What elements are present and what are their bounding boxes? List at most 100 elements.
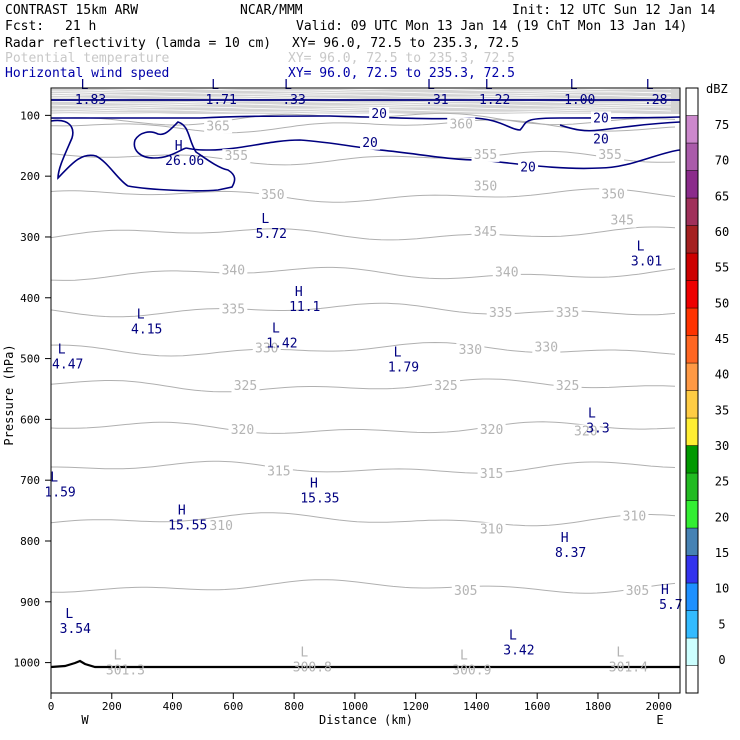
theta-label: 350 <box>261 188 284 203</box>
plot-area: 305 305 310 310 310 315 315 320 320 320 325 325 325 3… <box>44 78 683 694</box>
theta-label-bg <box>219 302 248 317</box>
theta-label: 325 <box>234 379 257 394</box>
colorbar-level-label: 45 <box>715 332 729 346</box>
wind-extremum-value: 1.83 <box>75 93 106 108</box>
theta-label-bg <box>204 119 233 134</box>
theta-label-bg <box>219 263 248 278</box>
wind-20-contour-1 <box>185 139 681 170</box>
theta-contour-350 <box>50 188 676 203</box>
wind-extremum-value: 1.79 <box>388 361 419 376</box>
theta-label: 365 <box>206 119 229 134</box>
colorbar-level-label: 75 <box>715 118 729 132</box>
wind-extremum-type: L <box>272 321 280 336</box>
wind-extremum-type: L <box>261 212 269 227</box>
colorbar-segment <box>685 555 699 584</box>
theta-labels: 305 305 310 310 310 315 315 320 320 320 325 325 325 3… <box>204 117 652 599</box>
x-tick-label: 800 <box>284 700 304 713</box>
east-label: E <box>656 713 663 727</box>
wind-extremum-type: L <box>50 470 58 485</box>
theta-label-bg <box>456 343 485 358</box>
y-tick-label: 300 <box>20 231 40 244</box>
y-tick-label: 1000 <box>14 657 41 670</box>
wind-extremum-value: 15.35 <box>300 491 339 506</box>
wind-20-contour-0 <box>50 119 236 192</box>
colorbar-level-label: 70 <box>715 154 729 168</box>
wind-extremum-type: H <box>295 285 303 300</box>
colorbar-level-label: 5 <box>718 617 725 631</box>
theta-label: 325 <box>556 379 579 394</box>
wind-extremum-value: 3.42 <box>503 643 534 658</box>
forecast-label: Fcst: <box>5 19 44 34</box>
wind-label-bg <box>518 160 539 175</box>
theta-extremum-value: 300.8 <box>293 661 332 676</box>
theta-label-bg <box>623 583 652 598</box>
reflectivity-colorbar: 0 5 10 15 20 25 30 35 40 45 50 55 60 65 70 75 <box>685 87 729 694</box>
y-tick-label: 400 <box>20 292 40 305</box>
wind-contour-label: 20 <box>593 111 609 126</box>
theta-label-bg <box>252 341 281 356</box>
theta-label: 310 <box>623 510 646 525</box>
wind-labels: 20 20 20 20 20 <box>360 107 611 176</box>
wind-extremum-type: H <box>178 504 186 519</box>
theta-label-bg <box>553 378 582 393</box>
theta-contour-305 <box>51 579 676 594</box>
colorbar-level-label: 40 <box>715 368 729 382</box>
theta-contour-310 <box>50 512 676 527</box>
theta-label: 320 <box>231 423 254 438</box>
wind-20-contour-2 <box>51 115 681 131</box>
colorbar-level-label: 65 <box>715 189 729 203</box>
terrain-line <box>50 659 680 669</box>
colorbar-level-label: 0 <box>718 653 725 667</box>
wind-extremum-type: H <box>310 476 318 491</box>
theta-dense-line <box>50 109 672 113</box>
theta-label: 335 <box>489 306 512 321</box>
wind-extremum-value: 1.71 <box>206 93 237 108</box>
wind-contour-label: 20 <box>362 136 378 151</box>
theta-label-bg <box>447 117 476 132</box>
wind-extremum-value: 1.42 <box>266 336 297 351</box>
theta-label-bg <box>596 147 625 162</box>
terrain-surface <box>50 659 680 669</box>
x-tick-label: 2000 <box>645 700 672 713</box>
colorbar-segment <box>685 445 699 474</box>
wind-extremum-value: 1.22 <box>479 93 510 108</box>
theta-contour-330 <box>50 341 676 357</box>
theta-label: 310 <box>480 522 503 537</box>
colorbar-level-label: 20 <box>715 510 729 524</box>
colorbar-level-label: 10 <box>715 582 729 596</box>
theta-label: 345 <box>611 214 634 229</box>
wind-extremum-value: 3.54 <box>60 622 91 637</box>
theta-contour-340 <box>50 266 676 281</box>
wind-extremum-value: 3.01 <box>631 254 662 269</box>
wind-contour-label: 20 <box>371 107 387 122</box>
colorbar-segment <box>685 307 699 336</box>
wind-extremum-type: L <box>485 78 493 93</box>
theta-extremum-type: L <box>300 646 308 661</box>
theta-label-bg <box>477 522 506 537</box>
x-tick-label: 400 <box>163 700 183 713</box>
x-axis: 0 200 400 600 800 1000 1200 1400 1600 1800 2000 <box>48 693 672 713</box>
wind-extremum-value: 3.3 <box>586 421 609 436</box>
init-time: Init: 12 UTC Sun 12 Jan 14 <box>512 3 716 18</box>
theta-label-bg <box>620 509 649 524</box>
theta-dense-lines <box>50 88 672 116</box>
theta-label: 325 <box>434 379 457 394</box>
theta-label-bg <box>432 378 461 393</box>
wind-extremum-type: L <box>427 78 435 93</box>
theta-label: 315 <box>267 465 290 480</box>
wind-label-bg <box>590 111 611 126</box>
colorbar-segment <box>685 610 699 639</box>
theta-label-bg <box>228 422 257 437</box>
colorbar-segment <box>685 500 699 529</box>
theta-label: 355 <box>225 149 248 164</box>
y-tick-label: 700 <box>20 474 40 487</box>
theta-extremum-value: 300.9 <box>452 664 491 679</box>
theta-label-bg <box>477 422 506 437</box>
theta-label: 350 <box>601 187 624 202</box>
colorbar-segment <box>685 280 699 309</box>
theta-label: 335 <box>222 302 245 317</box>
theta-extremum-type: L <box>460 649 468 664</box>
colorbar-segment <box>685 582 699 611</box>
colorbar-level-label: 60 <box>715 225 729 239</box>
wind-extremum-type: L <box>65 607 73 622</box>
